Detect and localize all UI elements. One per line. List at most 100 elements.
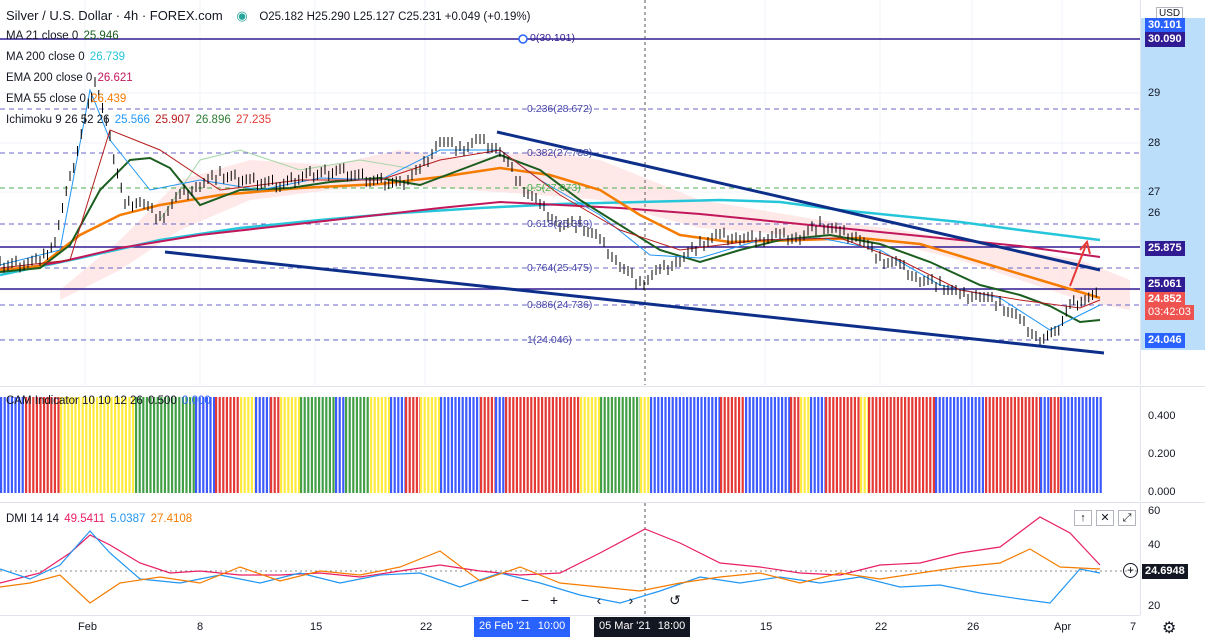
cam-bar <box>124 397 127 493</box>
dmi-pane[interactable]: DMI 14 14 49.5411 5.0387 27.4108 <box>0 502 1140 616</box>
cam-bar <box>981 397 984 493</box>
cam-bar <box>355 397 358 493</box>
price-tag-top: 30.101 <box>1145 18 1185 33</box>
cam-bar <box>1006 397 1009 493</box>
cam-bar <box>465 397 468 493</box>
cam-bar <box>262 397 265 493</box>
cam-bar <box>294 397 297 493</box>
cam-bar <box>480 397 483 493</box>
cam-bar <box>727 397 730 493</box>
cam-bar <box>868 397 871 493</box>
cam-bar <box>67 397 70 493</box>
cam-bar <box>978 397 981 493</box>
indicator-ema200[interactable]: EMA 200 close 0 26.621 <box>6 72 133 84</box>
cam-bar <box>541 397 544 493</box>
cam-bar <box>766 397 769 493</box>
time-tick: 15 <box>760 621 773 633</box>
settings-gear-icon[interactable]: ⚙ <box>1162 620 1177 637</box>
cam-bar <box>209 397 212 493</box>
add-plus-icon[interactable]: + <box>1123 563 1138 578</box>
cam-bar <box>1057 397 1060 493</box>
cam-tick: 0.000 <box>1148 486 1176 498</box>
cam-bar <box>803 397 806 493</box>
cam-bar <box>730 397 733 493</box>
indicator-ma21[interactable]: MA 21 close 0 25.946 <box>6 30 119 42</box>
cam-bar <box>397 397 400 493</box>
price-tick: 29 <box>1148 87 1161 99</box>
cam-bar <box>405 397 408 493</box>
maximize-pane-button[interactable]: ⤢ <box>1118 510 1136 526</box>
price-tick: 27 <box>1148 186 1161 198</box>
cam-tick: 0.200 <box>1148 448 1176 460</box>
countdown-tag: 03:42:03 <box>1145 305 1194 320</box>
cam-bar <box>914 397 917 493</box>
cam-bar <box>192 397 195 493</box>
cam-bar <box>544 397 547 493</box>
cam-bar <box>348 397 351 493</box>
cam-bar <box>1017 397 1020 493</box>
price-pane[interactable]: Silver / U.S. Dollar · 4h · FOREX.com ◉ … <box>0 0 1140 385</box>
cam-bar <box>1074 397 1077 493</box>
cam-bar <box>953 397 956 493</box>
scroll-left-button[interactable]: ‹ <box>596 592 602 608</box>
cam-bar <box>495 397 498 493</box>
cam-bar <box>338 397 341 493</box>
cam-bar <box>820 397 823 493</box>
cam-axis[interactable] <box>1140 386 1205 501</box>
cam-bar <box>515 397 518 493</box>
indicator-ema55[interactable]: EMA 55 close 0 26.439 <box>6 93 127 105</box>
cam-bar <box>189 397 192 493</box>
zoom-out-button[interactable]: − <box>520 592 530 608</box>
price-axis[interactable] <box>1140 0 1205 385</box>
cam-bar <box>682 397 685 493</box>
cam-bar <box>128 397 131 493</box>
scroll-right-button[interactable]: › <box>628 592 634 608</box>
cam-bar <box>325 397 328 493</box>
cam-bar <box>1078 397 1081 493</box>
cam-bar <box>400 397 403 493</box>
cam-bar <box>1081 397 1084 493</box>
cam-bar <box>614 397 617 493</box>
cam-bar <box>74 397 77 493</box>
cam-bar <box>832 397 835 493</box>
move-pane-up-button[interactable]: ↑ <box>1074 510 1092 526</box>
cam-bar <box>70 397 73 493</box>
cam-bar <box>696 397 699 493</box>
cam-bar <box>886 397 889 493</box>
cam-bar <box>1070 397 1073 493</box>
cam-bar <box>352 397 355 493</box>
cam-pane[interactable]: CAM Indicator 10 10 12 26 0.500 0.000 <box>0 386 1140 501</box>
cam-bar <box>39 397 42 493</box>
cam-bar <box>628 397 631 493</box>
cam-bar <box>573 397 576 493</box>
cam-bar <box>508 397 511 493</box>
reset-chart-button[interactable]: ↺ <box>669 592 681 608</box>
cam-bar <box>1047 397 1050 493</box>
fib-label-0764: 0.764(25.475) <box>527 262 593 274</box>
cam-bars-svg <box>0 397 1102 493</box>
cam-bar <box>63 397 66 493</box>
cam-bar <box>1060 397 1063 493</box>
dmi-axis[interactable] <box>1140 502 1205 615</box>
close-pane-button[interactable]: ✕ <box>1096 510 1114 526</box>
cam-bar <box>195 397 198 493</box>
indicator-ma200[interactable]: MA 200 close 0 26.739 <box>6 51 126 63</box>
zoom-in-button[interactable]: + <box>549 592 559 608</box>
cam-bar <box>657 397 660 493</box>
symbol-title[interactable]: Silver / U.S. Dollar · 4h · FOREX.com <box>6 8 223 23</box>
cam-bar <box>458 397 461 493</box>
cam-bar <box>1063 397 1066 493</box>
indicator-ichimoku[interactable]: Ichimoku 9 26 52 26 25.566 25.907 26.896… <box>6 114 272 126</box>
dmi-legend[interactable]: DMI 14 14 49.5411 5.0387 27.4108 <box>6 513 193 525</box>
cam-bar <box>1003 397 1006 493</box>
cam-bar <box>303 397 306 493</box>
cam-bar <box>817 397 820 493</box>
cam-bar <box>686 397 689 493</box>
cam-bar <box>797 397 800 493</box>
cam-bar <box>723 397 726 493</box>
cam-bar <box>434 397 437 493</box>
cam-bar <box>752 397 755 493</box>
cam-bar <box>229 397 232 493</box>
cam-legend[interactable]: CAM Indicator 10 10 12 26 0.500 0.000 <box>6 395 211 407</box>
cam-bar <box>807 397 810 493</box>
